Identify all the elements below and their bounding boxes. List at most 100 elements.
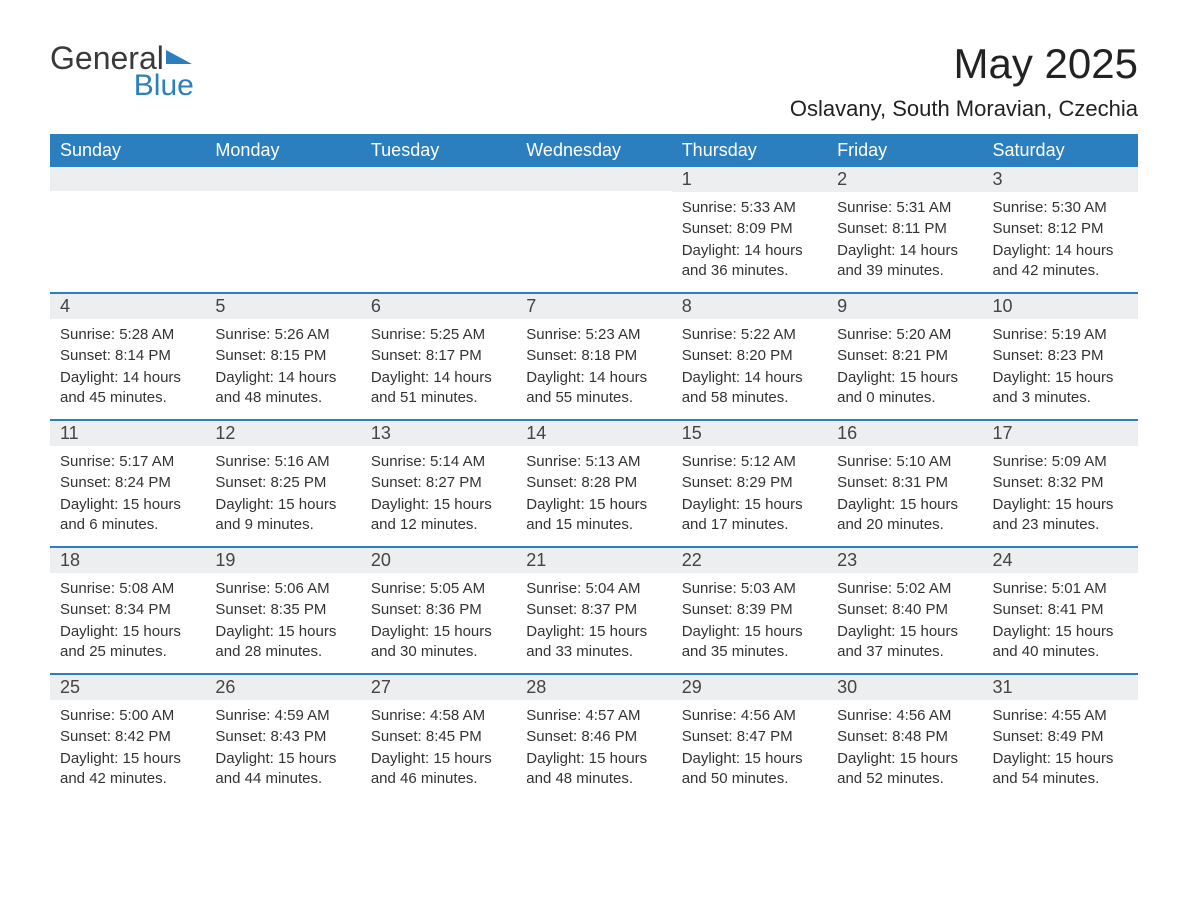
day-header: Wednesday (516, 134, 671, 167)
sunrise-line: Sunrise: 5:14 AM (371, 452, 506, 472)
logo-text-blue: Blue (130, 69, 194, 103)
calendar-cell: 26Sunrise: 4:59 AMSunset: 8:43 PMDayligh… (205, 675, 360, 800)
daylight-line: Daylight: 15 hours and 54 minutes. (993, 749, 1128, 790)
calendar-cell: 28Sunrise: 4:57 AMSunset: 8:46 PMDayligh… (516, 675, 671, 800)
calendar-cell: 3Sunrise: 5:30 AMSunset: 8:12 PMDaylight… (983, 167, 1138, 292)
sunset-line: Sunset: 8:27 PM (371, 473, 506, 493)
week-row: 4Sunrise: 5:28 AMSunset: 8:14 PMDaylight… (50, 292, 1138, 419)
calendar-cell (205, 167, 360, 292)
sunrise-line: Sunrise: 5:08 AM (60, 579, 195, 599)
day-number: 6 (361, 294, 516, 319)
cell-body: Sunrise: 5:03 AMSunset: 8:39 PMDaylight:… (672, 573, 827, 673)
day-header: Thursday (672, 134, 827, 167)
daylight-line: Daylight: 14 hours and 42 minutes. (993, 241, 1128, 282)
sunrise-line: Sunrise: 5:02 AM (837, 579, 972, 599)
sunset-line: Sunset: 8:23 PM (993, 346, 1128, 366)
day-number: 24 (983, 548, 1138, 573)
daylight-line: Daylight: 15 hours and 23 minutes. (993, 495, 1128, 536)
day-number: 23 (827, 548, 982, 573)
sunrise-line: Sunrise: 5:19 AM (993, 325, 1128, 345)
sunrise-line: Sunrise: 5:28 AM (60, 325, 195, 345)
cell-body: Sunrise: 5:05 AMSunset: 8:36 PMDaylight:… (361, 573, 516, 673)
sunset-line: Sunset: 8:17 PM (371, 346, 506, 366)
sunset-line: Sunset: 8:25 PM (215, 473, 350, 493)
sunrise-line: Sunrise: 5:03 AM (682, 579, 817, 599)
sunset-line: Sunset: 8:28 PM (526, 473, 661, 493)
header: General Blue May 2025 Oslavany, South Mo… (50, 40, 1138, 122)
calendar-cell (50, 167, 205, 292)
day-number: 22 (672, 548, 827, 573)
cell-body: Sunrise: 4:57 AMSunset: 8:46 PMDaylight:… (516, 700, 671, 800)
day-number (205, 167, 360, 191)
calendar-cell: 6Sunrise: 5:25 AMSunset: 8:17 PMDaylight… (361, 294, 516, 419)
sunset-line: Sunset: 8:11 PM (837, 219, 972, 239)
calendar-cell: 18Sunrise: 5:08 AMSunset: 8:34 PMDayligh… (50, 548, 205, 673)
daylight-line: Daylight: 14 hours and 36 minutes. (682, 241, 817, 282)
cell-body: Sunrise: 5:28 AMSunset: 8:14 PMDaylight:… (50, 319, 205, 419)
day-number: 21 (516, 548, 671, 573)
daylight-line: Daylight: 14 hours and 48 minutes. (215, 368, 350, 409)
calendar-cell: 29Sunrise: 4:56 AMSunset: 8:47 PMDayligh… (672, 675, 827, 800)
daylight-line: Daylight: 15 hours and 3 minutes. (993, 368, 1128, 409)
sunrise-line: Sunrise: 5:16 AM (215, 452, 350, 472)
cell-body: Sunrise: 4:56 AMSunset: 8:47 PMDaylight:… (672, 700, 827, 800)
sunset-line: Sunset: 8:18 PM (526, 346, 661, 366)
sunrise-line: Sunrise: 4:57 AM (526, 706, 661, 726)
calendar-cell: 17Sunrise: 5:09 AMSunset: 8:32 PMDayligh… (983, 421, 1138, 546)
day-number: 28 (516, 675, 671, 700)
sunrise-line: Sunrise: 5:23 AM (526, 325, 661, 345)
calendar-cell: 4Sunrise: 5:28 AMSunset: 8:14 PMDaylight… (50, 294, 205, 419)
day-number: 29 (672, 675, 827, 700)
daylight-line: Daylight: 15 hours and 35 minutes. (682, 622, 817, 663)
daylight-line: Daylight: 15 hours and 9 minutes. (215, 495, 350, 536)
sunset-line: Sunset: 8:20 PM (682, 346, 817, 366)
sunrise-line: Sunrise: 5:06 AM (215, 579, 350, 599)
sunset-line: Sunset: 8:49 PM (993, 727, 1128, 747)
sunset-line: Sunset: 8:36 PM (371, 600, 506, 620)
sunrise-line: Sunrise: 5:20 AM (837, 325, 972, 345)
cell-body: Sunrise: 4:56 AMSunset: 8:48 PMDaylight:… (827, 700, 982, 800)
sunrise-line: Sunrise: 4:56 AM (682, 706, 817, 726)
calendar-cell: 24Sunrise: 5:01 AMSunset: 8:41 PMDayligh… (983, 548, 1138, 673)
cell-body: Sunrise: 5:17 AMSunset: 8:24 PMDaylight:… (50, 446, 205, 546)
cell-body: Sunrise: 4:58 AMSunset: 8:45 PMDaylight:… (361, 700, 516, 800)
cell-body: Sunrise: 5:01 AMSunset: 8:41 PMDaylight:… (983, 573, 1138, 673)
sunset-line: Sunset: 8:31 PM (837, 473, 972, 493)
cell-body: Sunrise: 5:33 AMSunset: 8:09 PMDaylight:… (672, 192, 827, 292)
cell-body: Sunrise: 5:10 AMSunset: 8:31 PMDaylight:… (827, 446, 982, 546)
sunrise-line: Sunrise: 5:10 AM (837, 452, 972, 472)
day-number: 15 (672, 421, 827, 446)
week-row: 25Sunrise: 5:00 AMSunset: 8:42 PMDayligh… (50, 673, 1138, 800)
daylight-line: Daylight: 15 hours and 25 minutes. (60, 622, 195, 663)
title-block: May 2025 Oslavany, South Moravian, Czech… (790, 40, 1138, 122)
day-number: 5 (205, 294, 360, 319)
logo: General Blue (50, 40, 194, 103)
sunset-line: Sunset: 8:47 PM (682, 727, 817, 747)
day-number: 26 (205, 675, 360, 700)
cell-body: Sunrise: 5:16 AMSunset: 8:25 PMDaylight:… (205, 446, 360, 546)
calendar-cell: 20Sunrise: 5:05 AMSunset: 8:36 PMDayligh… (361, 548, 516, 673)
cell-body: Sunrise: 5:19 AMSunset: 8:23 PMDaylight:… (983, 319, 1138, 419)
calendar-cell: 12Sunrise: 5:16 AMSunset: 8:25 PMDayligh… (205, 421, 360, 546)
sunrise-line: Sunrise: 5:25 AM (371, 325, 506, 345)
calendar-cell: 16Sunrise: 5:10 AMSunset: 8:31 PMDayligh… (827, 421, 982, 546)
sunrise-line: Sunrise: 5:09 AM (993, 452, 1128, 472)
day-number: 3 (983, 167, 1138, 192)
calendar-cell (516, 167, 671, 292)
sunrise-line: Sunrise: 5:00 AM (60, 706, 195, 726)
day-number: 13 (361, 421, 516, 446)
daylight-line: Daylight: 15 hours and 40 minutes. (993, 622, 1128, 663)
day-header: Saturday (983, 134, 1138, 167)
day-number: 30 (827, 675, 982, 700)
calendar-cell: 30Sunrise: 4:56 AMSunset: 8:48 PMDayligh… (827, 675, 982, 800)
daylight-line: Daylight: 15 hours and 44 minutes. (215, 749, 350, 790)
calendar-cell: 21Sunrise: 5:04 AMSunset: 8:37 PMDayligh… (516, 548, 671, 673)
cell-body: Sunrise: 4:59 AMSunset: 8:43 PMDaylight:… (205, 700, 360, 800)
sunrise-line: Sunrise: 5:05 AM (371, 579, 506, 599)
daylight-line: Daylight: 15 hours and 17 minutes. (682, 495, 817, 536)
calendar: SundayMondayTuesdayWednesdayThursdayFrid… (50, 134, 1138, 800)
calendar-cell: 23Sunrise: 5:02 AMSunset: 8:40 PMDayligh… (827, 548, 982, 673)
sunrise-line: Sunrise: 4:56 AM (837, 706, 972, 726)
calendar-cell: 8Sunrise: 5:22 AMSunset: 8:20 PMDaylight… (672, 294, 827, 419)
day-number: 14 (516, 421, 671, 446)
